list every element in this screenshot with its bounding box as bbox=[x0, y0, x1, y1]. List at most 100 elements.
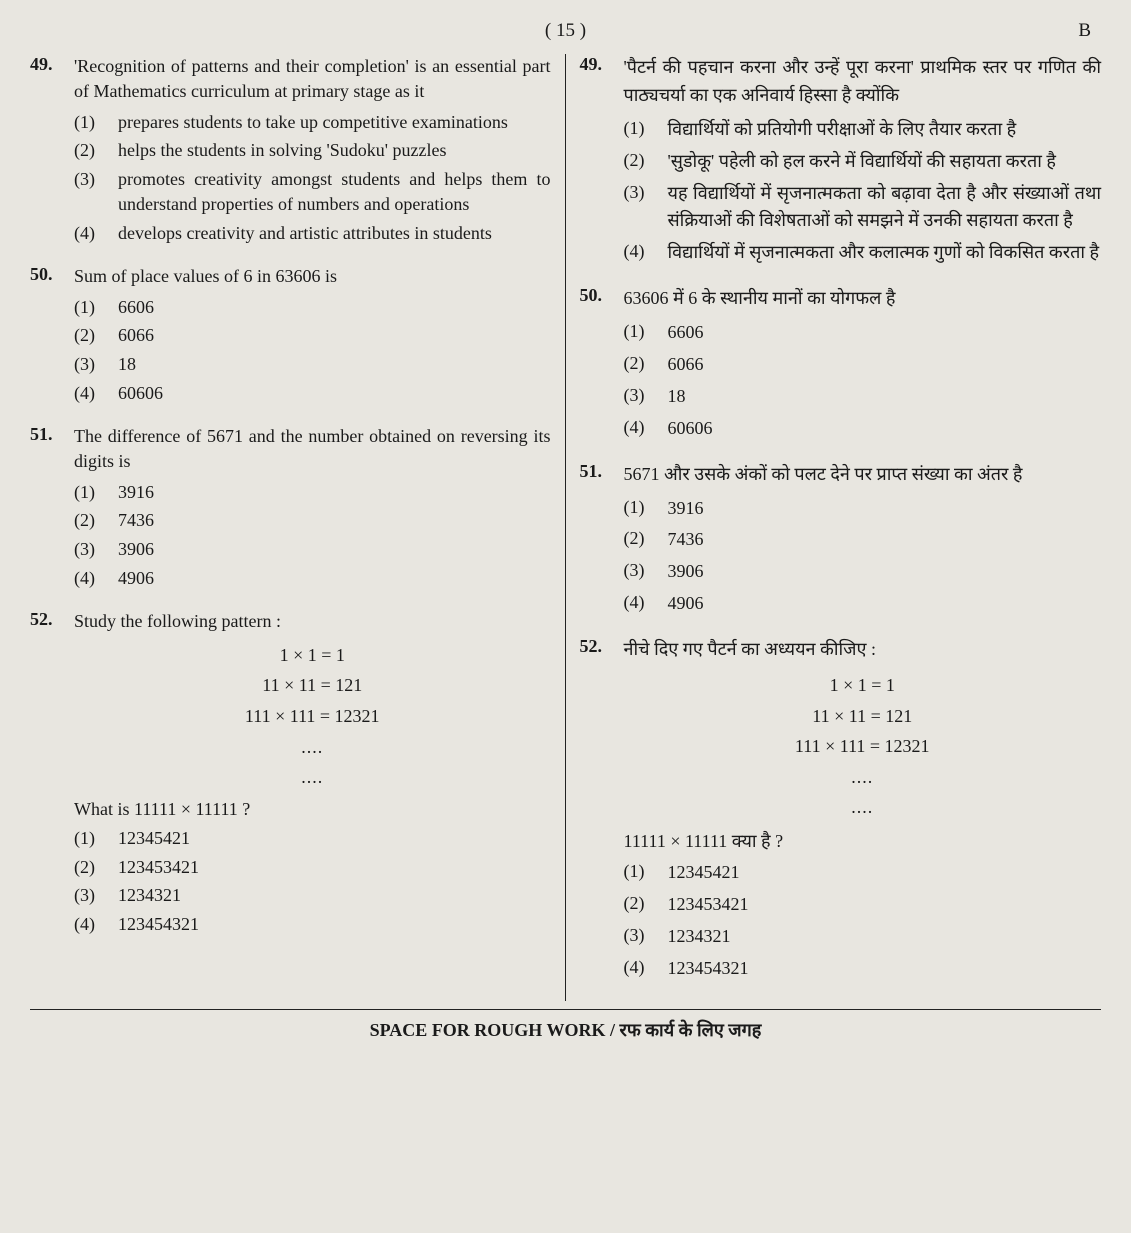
option-text: 12345421 bbox=[668, 859, 1102, 887]
option: (2)6066 bbox=[624, 351, 1102, 379]
footer-rough-work: SPACE FOR ROUGH WORK / रफ कार्य के लिए ज… bbox=[30, 1018, 1101, 1042]
option-text: 7436 bbox=[668, 526, 1102, 554]
option-text: 12345421 bbox=[118, 826, 551, 851]
pattern-line: 11 × 11 = 121 bbox=[74, 670, 551, 701]
option: (2)'सुडोकू' पहेली को हल करने में विद्यार… bbox=[624, 148, 1102, 176]
page-number: ( 15 ) bbox=[545, 20, 586, 42]
option-num: (2) bbox=[624, 351, 668, 379]
option-text: 6066 bbox=[118, 323, 551, 348]
option: (3)promotes creativity amongst students … bbox=[74, 167, 551, 217]
question-text: 63606 में 6 के स्थानीय मानों का योगफल है bbox=[624, 285, 1102, 313]
question-number: 49. bbox=[30, 54, 74, 250]
option-num: (2) bbox=[74, 323, 118, 348]
option-text: 3916 bbox=[668, 495, 1102, 523]
question-52-hi: 52. नीचे दिए गए पैटर्न का अध्ययन कीजिए :… bbox=[580, 636, 1102, 986]
option: (4)develops creativity and artistic attr… bbox=[74, 221, 551, 246]
question-body: 63606 में 6 के स्थानीय मानों का योगफल है… bbox=[624, 285, 1102, 446]
option-num: (2) bbox=[74, 855, 118, 880]
option-text: विद्यार्थियों को प्रतियोगी परीक्षाओं के … bbox=[668, 116, 1102, 144]
options: (1)6606 (2)6066 (3)18 (4)60606 bbox=[624, 319, 1102, 443]
option-num: (3) bbox=[74, 537, 118, 562]
option: (2)6066 bbox=[74, 323, 551, 348]
option: (4)4906 bbox=[74, 566, 551, 591]
question-text: 'पैटर्न की पहचान करना और उन्हें पूरा करन… bbox=[624, 54, 1102, 110]
options: (1)prepares students to take up competit… bbox=[74, 110, 551, 246]
option: (1)12345421 bbox=[624, 859, 1102, 887]
option-num: (2) bbox=[74, 138, 118, 163]
option-num: (1) bbox=[624, 319, 668, 347]
option-text: 60606 bbox=[118, 381, 551, 406]
option: (2)7436 bbox=[624, 526, 1102, 554]
column-hindi: 49. 'पैटर्न की पहचान करना और उन्हें पूरा… bbox=[566, 54, 1102, 1001]
option-text: develops creativity and artistic attribu… bbox=[118, 221, 551, 246]
options: (1)3916 (2)7436 (3)3906 (4)4906 bbox=[74, 480, 551, 591]
option-num: (4) bbox=[74, 912, 118, 937]
question-body: 5671 और उसके अंकों को पलट देने पर प्राप्… bbox=[624, 461, 1102, 622]
option: (1)prepares students to take up competit… bbox=[74, 110, 551, 135]
option-text: 123453421 bbox=[118, 855, 551, 880]
option-num: (1) bbox=[624, 116, 668, 144]
option-text: 18 bbox=[668, 383, 1102, 411]
pattern-line: .... bbox=[74, 732, 551, 763]
option-num: (4) bbox=[624, 415, 668, 443]
option-text: 'सुडोकू' पहेली को हल करने में विद्यार्थि… bbox=[668, 148, 1102, 176]
option: (1)6606 bbox=[624, 319, 1102, 347]
option: (3)18 bbox=[624, 383, 1102, 411]
pattern-line: .... bbox=[74, 762, 551, 793]
option-num: (1) bbox=[74, 480, 118, 505]
question-number: 52. bbox=[30, 609, 74, 941]
question-text: The difference of 5671 and the number ob… bbox=[74, 424, 551, 474]
option-num: (4) bbox=[624, 955, 668, 983]
page-header: ( 15 ) B bbox=[30, 20, 1101, 42]
option-text: 1234321 bbox=[118, 883, 551, 908]
option-num: (2) bbox=[624, 891, 668, 919]
pattern-line: 1 × 1 = 1 bbox=[624, 670, 1102, 701]
option-text: 7436 bbox=[118, 508, 551, 533]
options: (1)3916 (2)7436 (3)3906 (4)4906 bbox=[624, 495, 1102, 619]
pattern-line: 11 × 11 = 121 bbox=[624, 701, 1102, 732]
option: (2)123453421 bbox=[624, 891, 1102, 919]
option: (4)विद्यार्थियों में सृजनात्मकता और कलात… bbox=[624, 239, 1102, 267]
question-body: 'Recognition of patterns and their compl… bbox=[74, 54, 551, 250]
option-text: promotes creativity amongst students and… bbox=[118, 167, 551, 217]
option-num: (3) bbox=[74, 167, 118, 217]
option-num: (4) bbox=[74, 566, 118, 591]
options: (1)6606 (2)6066 (3)18 (4)60606 bbox=[74, 295, 551, 406]
question-text: 'Recognition of patterns and their compl… bbox=[74, 54, 551, 104]
option: (2)helps the students in solving 'Sudoku… bbox=[74, 138, 551, 163]
option-text: 123454321 bbox=[668, 955, 1102, 983]
question-body: 'पैटर्न की पहचान करना और उन्हें पूरा करन… bbox=[624, 54, 1102, 271]
option-num: (3) bbox=[624, 923, 668, 951]
question-number: 50. bbox=[30, 264, 74, 410]
pattern-block: 1 × 1 = 1 11 × 11 = 121 111 × 111 = 1232… bbox=[74, 640, 551, 793]
option-text: 3906 bbox=[668, 558, 1102, 586]
set-label: B bbox=[1078, 20, 1091, 42]
column-english: 49. 'Recognition of patterns and their c… bbox=[30, 54, 566, 1001]
option: (4)60606 bbox=[624, 415, 1102, 443]
option-text: 4906 bbox=[118, 566, 551, 591]
question-49-hi: 49. 'पैटर्न की पहचान करना और उन्हें पूरा… bbox=[580, 54, 1102, 271]
options: (1)12345421 (2)123453421 (3)1234321 (4)1… bbox=[74, 826, 551, 937]
question-number: 51. bbox=[30, 424, 74, 595]
option-num: (2) bbox=[74, 508, 118, 533]
option-num: (4) bbox=[74, 381, 118, 406]
option-num: (3) bbox=[624, 383, 668, 411]
option: (2)7436 bbox=[74, 508, 551, 533]
option-text: prepares students to take up competitive… bbox=[118, 110, 551, 135]
option: (1)3916 bbox=[624, 495, 1102, 523]
option: (3)3906 bbox=[74, 537, 551, 562]
question-body: नीचे दिए गए पैटर्न का अध्ययन कीजिए : 1 ×… bbox=[624, 636, 1102, 986]
question-body: The difference of 5671 and the number ob… bbox=[74, 424, 551, 595]
question-body: Sum of place values of 6 in 63606 is (1)… bbox=[74, 264, 551, 410]
option-text: 3906 bbox=[118, 537, 551, 562]
option-text: 6066 bbox=[668, 351, 1102, 379]
option-num: (4) bbox=[74, 221, 118, 246]
option-num: (2) bbox=[624, 148, 668, 176]
pattern-block: 1 × 1 = 1 11 × 11 = 121 111 × 111 = 1232… bbox=[624, 670, 1102, 823]
option-text: 1234321 bbox=[668, 923, 1102, 951]
pattern-line: 1 × 1 = 1 bbox=[74, 640, 551, 671]
option: (4)123454321 bbox=[74, 912, 551, 937]
options: (1)विद्यार्थियों को प्रतियोगी परीक्षाओं … bbox=[624, 116, 1102, 267]
question-number: 52. bbox=[580, 636, 624, 986]
question-text: 5671 और उसके अंकों को पलट देने पर प्राप्… bbox=[624, 461, 1102, 489]
